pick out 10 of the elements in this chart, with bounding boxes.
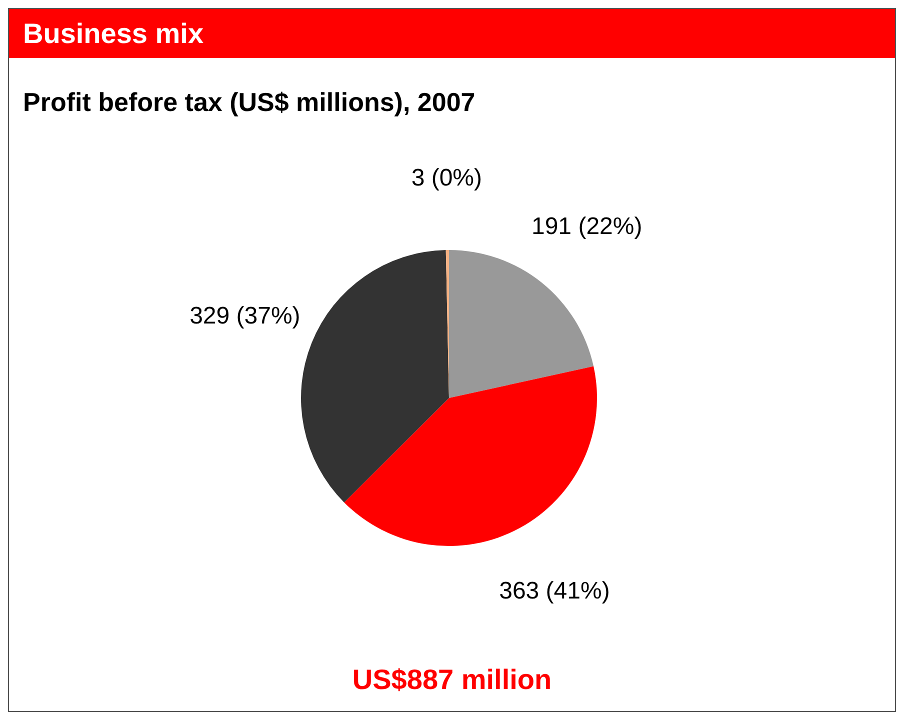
data-label: 363 (41%) — [499, 578, 610, 605]
text: US$887 million — [351, 664, 553, 696]
data-label: 329 (37%) — [190, 302, 300, 330]
chart-subtitle: Profit before tax (US$ millions), 2007 — [23, 87, 476, 118]
data-label: 3 (0%) — [411, 164, 482, 192]
pie-slice — [449, 250, 594, 398]
pie-slice — [344, 366, 597, 546]
pie-slice — [301, 250, 449, 502]
chart-title: Business mix — [9, 9, 895, 58]
data-label: 191 (22%) — [531, 213, 642, 240]
